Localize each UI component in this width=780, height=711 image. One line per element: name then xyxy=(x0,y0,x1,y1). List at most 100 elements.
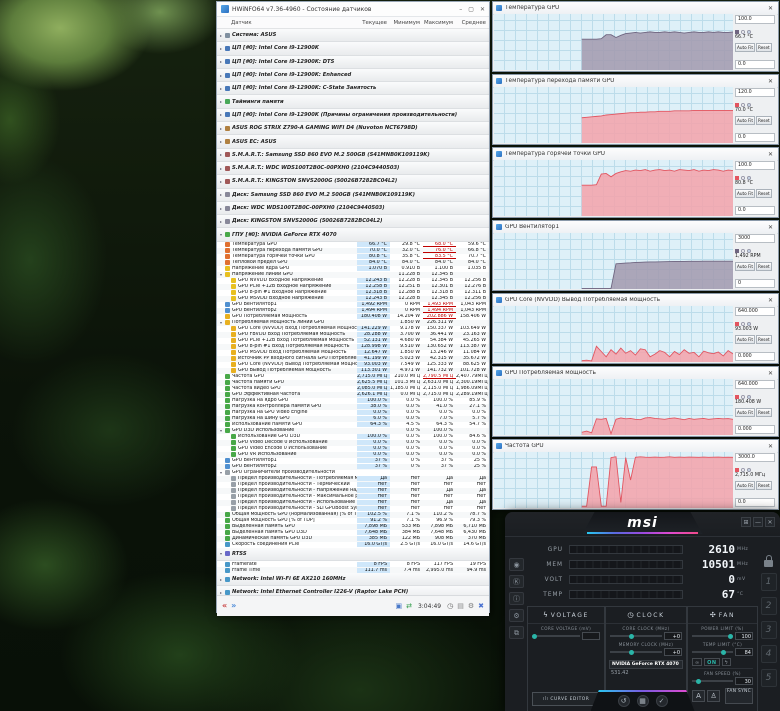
logging-report-icon[interactable]: ▤ xyxy=(457,601,464,610)
reset-button[interactable]: Reset xyxy=(755,408,772,417)
reset-button[interactable]: Reset xyxy=(755,335,772,344)
settings-gear-icon[interactable]: ⚙ xyxy=(467,601,475,610)
series-color-swatch[interactable] xyxy=(735,176,739,180)
scale-max-value[interactable]: 100.0 xyxy=(735,15,775,24)
expand-arrow-icon[interactable]: ▾ xyxy=(219,551,222,557)
series-color-swatch[interactable] xyxy=(735,249,739,253)
reset-button[interactable]: Reset xyxy=(755,481,772,490)
sensor-row[interactable]: GPU Вентилятор1 1,492 RPM 0 RPM 1,493 RPM 1,… xyxy=(217,302,489,308)
sensor-group-row[interactable]: ▸ Network: Intel Wi-Fi 6E AX210 160MHz xyxy=(217,573,489,587)
auto-fit-button[interactable]: Auto Fit xyxy=(735,189,755,198)
power-limit-value[interactable]: 100 xyxy=(735,632,753,640)
sensor-row[interactable]: GPU MSVDD Входное напряжение 12.243 В 12.2… xyxy=(217,295,489,302)
sensor-row[interactable]: GPU Потребляемая мощность 180.408 W 14.204… xyxy=(217,314,489,320)
afterburner-title-bar[interactable]: msi ⊞ — ✕ xyxy=(505,512,780,537)
scale-option-radio[interactable] xyxy=(741,103,745,107)
graph-window-icon[interactable]: ▣ xyxy=(395,601,403,610)
sensor-group-row[interactable]: ▸ Система: ASUS xyxy=(217,29,489,43)
temp-limit-value[interactable]: 84 xyxy=(735,648,753,656)
sensor-row[interactable]: GPU PCIe +12В Входное напряжение 12.258 В… xyxy=(217,283,489,290)
series-color-swatch[interactable] xyxy=(735,395,739,399)
expand-arrow-icon[interactable]: ▾ xyxy=(219,272,222,278)
scale-max-value[interactable]: 3000 xyxy=(735,234,775,243)
sensor-row[interactable]: Нагрузка на GPU Video Engine 0.0 % 0.0 % 0.… xyxy=(217,410,489,416)
scale-min-value[interactable]: 0.000 xyxy=(735,425,775,434)
sensor-row[interactable]: Выделенная память GPU D3D 7,648 МБ 384 МБ 7… xyxy=(217,530,489,536)
sensor-row[interactable]: Нагрузка на шину GPU 6.0 % 0.0 % 7.0 % 5.7 % xyxy=(217,415,489,422)
sensor-row[interactable]: GPU Video Encode 0 Использование 0.0 % 0.0… xyxy=(217,446,489,452)
lock-icon[interactable] xyxy=(764,555,773,567)
sensor-row[interactable]: GPU Вентилятор2 1,494 RPM 0 RPM 1,494 RPM 1,… xyxy=(217,307,489,314)
apply-display-icon[interactable]: ⧉ xyxy=(509,626,524,639)
scale-min-value[interactable]: 0 xyxy=(735,279,775,288)
oc-scanner-icon[interactable]: ◉ xyxy=(509,558,524,571)
auto-fit-button[interactable]: Auto Fit xyxy=(735,408,755,417)
sensor-row[interactable]: Тепловой предел GPU 84.0 °C 84.0 °C 84.0 °C… xyxy=(217,259,489,266)
scale-option-radio[interactable] xyxy=(741,30,745,34)
expand-arrow-icon[interactable]: ▸ xyxy=(219,112,222,118)
scale-option-radio[interactable] xyxy=(747,249,751,253)
temp-limit-track[interactable] xyxy=(692,649,733,655)
sensor-row[interactable]: Предел производительности - Потребляемая… xyxy=(217,475,489,482)
sensor-row[interactable]: Выделенная память GPU 7,898 МБ 533 МБ 7,898… xyxy=(217,523,489,530)
sensor-group-row[interactable]: ▸ ASUS ROG STRIX Z790-A GAMING WIFI D4 (N… xyxy=(217,122,489,136)
save-button[interactable]: ▦ xyxy=(636,694,649,707)
curve-editor-button[interactable]: ılı CURVE EDITOR xyxy=(532,692,600,706)
sensor-group-row[interactable]: ▸ ЦП [#0]: Intel Core i9-12900K: Enhanced xyxy=(217,68,489,83)
sensor-row[interactable]: Динамическая память GPU D3D 385 МБ 122 МБ 9… xyxy=(217,535,489,542)
scale-option-radio[interactable] xyxy=(741,395,745,399)
reset-button[interactable]: Reset xyxy=(755,116,772,125)
scale-option-radio[interactable] xyxy=(741,468,745,472)
sensor-row[interactable]: Предел производительности - Напряжение н… xyxy=(217,487,489,494)
auto-fit-button[interactable]: Auto Fit xyxy=(735,116,755,125)
sensor-row[interactable]: GPU PCIe +12В Вход Потребляемая мощность… xyxy=(217,338,489,344)
sensor-row[interactable]: Использование GPU D3D 100.0 % 0.0 % 100.0 %… xyxy=(217,434,489,440)
reset-button[interactable]: ↺ xyxy=(617,694,630,707)
link-icon[interactable]: ∞ xyxy=(692,658,703,666)
close-button[interactable]: ✕ xyxy=(479,5,485,13)
maximize-button[interactable]: ▢ xyxy=(468,5,474,13)
sensor-row[interactable]: GPU Video Decode 0 Использование 0.0 % 0.0… xyxy=(217,439,489,446)
auto-fit-button[interactable]: Auto Fit xyxy=(735,262,755,271)
sensor-row[interactable]: GPU Вывод Потребляемая мощность 113.301 W… xyxy=(217,367,489,374)
sensor-row[interactable]: GPU Эффективная частота 2,626.1 МГц 0.0 МГ… xyxy=(217,391,489,398)
scroll-forward-icon[interactable]: » xyxy=(231,601,237,610)
scale-max-value[interactable]: 640.000 xyxy=(735,307,775,316)
sensor-row[interactable]: ▾ Потребляемая мощность линий GPU 1.850 W 2… xyxy=(217,319,489,326)
scale-option-radio[interactable] xyxy=(747,468,751,472)
column-header-3[interactable]: Максимум xyxy=(423,19,453,26)
scale-min-value[interactable]: 0.0 xyxy=(735,133,775,142)
sensor-group-row[interactable]: ▸ ЦП [#0]: Intel Core i9-12900K: C-State … xyxy=(217,82,489,96)
scale-max-value[interactable]: 100.0 xyxy=(735,161,775,170)
sensor-row[interactable]: GPU MSVDD Вход Потребляемая мощность 12.6… xyxy=(217,350,489,356)
minimize-button[interactable]: — xyxy=(753,517,763,527)
sensor-row[interactable]: GPU 8-pin #1 Вход Потребляемая мощность 1… xyxy=(217,343,489,350)
expand-arrow-icon[interactable]: ▸ xyxy=(219,72,222,78)
sensor-row[interactable]: GPU Вентилятор1 37 % 0 % 37 % 25 % xyxy=(217,458,489,464)
expand-arrow-icon[interactable]: ▾ xyxy=(219,470,222,476)
apply-button[interactable]: ✓ xyxy=(655,694,668,707)
sensor-row[interactable]: Предел производительности - Максимальное… xyxy=(217,494,489,500)
sensor-row[interactable]: Температура перехода памяти GPU 70.0 °C 32… xyxy=(217,247,489,254)
minimize-button[interactable]: – xyxy=(459,5,463,13)
on-toggle[interactable]: ON xyxy=(704,658,720,666)
expand-arrow-icon[interactable]: ▸ xyxy=(219,45,222,51)
fan-speed-value[interactable]: 30 xyxy=(735,677,753,685)
sensor-group-row[interactable]: ▸ Тайминги памяти xyxy=(217,95,489,109)
expand-arrow-icon[interactable]: ▸ xyxy=(219,576,222,582)
sensor-group-row[interactable]: ▸ ЦП [#0]: Intel Core i9-12900K (Причины … xyxy=(217,108,489,123)
fan-user-button[interactable]: ♙ xyxy=(707,690,720,702)
column-header-4[interactable]: Среднее xyxy=(461,19,486,26)
core-clock-handle[interactable] xyxy=(629,633,635,639)
hwinfo-title-bar[interactable]: HWiNFO64 v7.36-4960 - Состояние датчиков… xyxy=(217,2,489,17)
scale-option-radio[interactable] xyxy=(747,322,751,326)
sensor-group-row[interactable]: ▸ Диск: Samsung SSD 860 EVO M.2 500GB (S4… xyxy=(217,188,489,202)
sensor-row[interactable]: Скорость соединения PCIe 16.0 GT/s 2.5 GT/… xyxy=(217,542,489,548)
profile-slot-4[interactable]: 4 xyxy=(760,645,777,663)
sensor-group-row[interactable]: ▸ ЦП [#0]: Intel Core i9-12900K: DTS xyxy=(217,55,489,69)
scale-option-radio[interactable] xyxy=(747,395,751,399)
expand-arrow-icon[interactable]: ▸ xyxy=(219,589,222,595)
series-color-swatch[interactable] xyxy=(735,103,739,107)
sensor-row[interactable]: GPU Core (NVVDD) Вход Потребляемая мощно… xyxy=(217,326,489,332)
memory-clock-value[interactable]: +0 xyxy=(664,648,682,656)
